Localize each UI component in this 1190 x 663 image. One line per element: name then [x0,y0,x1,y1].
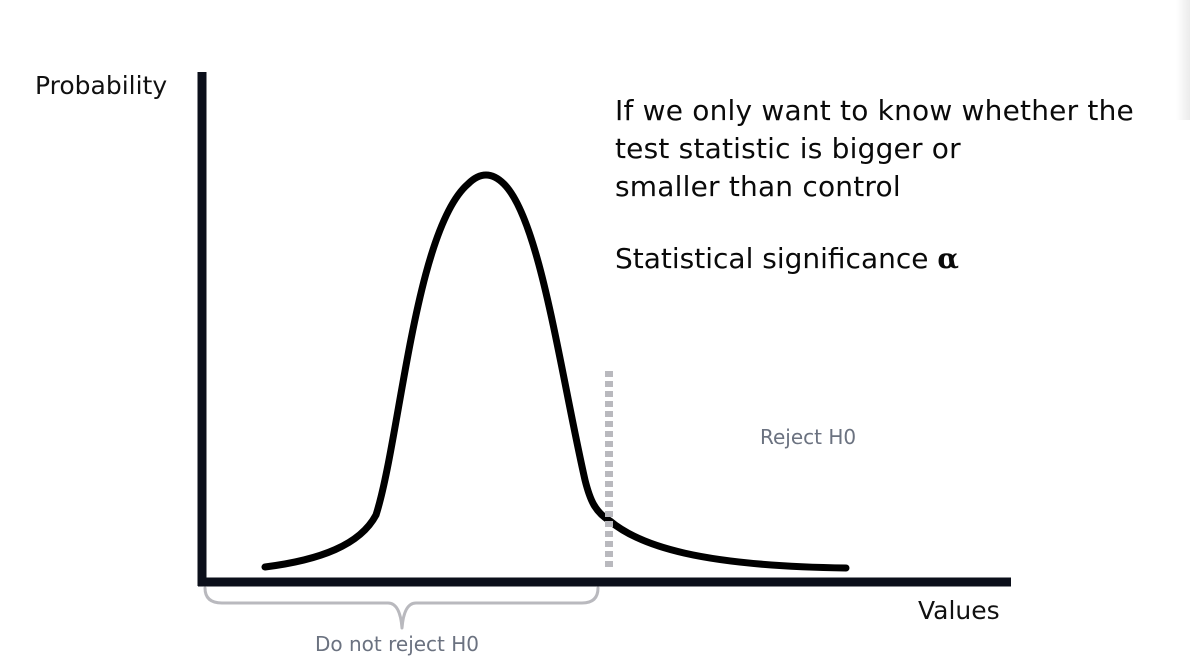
headline-text: If we only want to know whether the test… [615,92,1134,206]
y-axis-label: Probability [35,71,168,100]
alpha-symbol: α [937,242,959,275]
do-not-reject-bracket [203,586,600,630]
x-axis-label: Values [918,596,1000,625]
headline-line-3: smaller than control [615,170,901,203]
headline-line-2: test statistic is bigger or [615,132,961,165]
do-not-reject-h0-label: Do not reject H0 [315,632,480,656]
distribution-curve [261,171,850,572]
headline-line-1: If we only want to know whether the [615,94,1134,127]
scroll-edge-shadow [1176,0,1190,120]
reject-h0-label: Reject H0 [760,425,857,449]
significance-text: Statistical significance [615,242,929,275]
significance-label: Statistical significance α [615,241,959,277]
